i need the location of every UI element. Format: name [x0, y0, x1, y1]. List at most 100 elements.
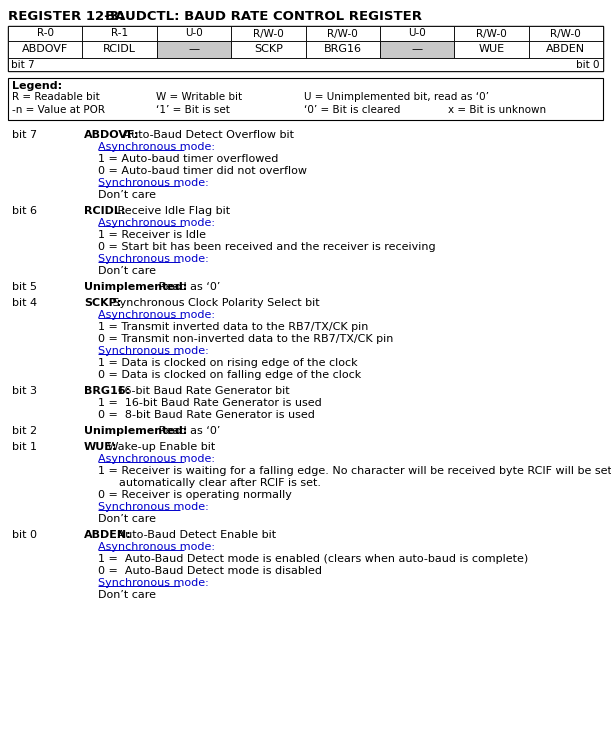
Text: bit 0: bit 0 — [12, 530, 37, 540]
Text: Synchronous mode:: Synchronous mode: — [98, 346, 209, 356]
Text: 1 = Receiver is Idle: 1 = Receiver is Idle — [98, 230, 206, 240]
Bar — [8, 58, 603, 71]
Text: Asynchronous mode:: Asynchronous mode: — [98, 142, 215, 152]
Text: Asynchronous mode:: Asynchronous mode: — [98, 218, 215, 228]
Text: Asynchronous mode:: Asynchronous mode: — [98, 542, 215, 552]
Bar — [306, 26, 380, 41]
Text: SCKP: SCKP — [254, 44, 283, 55]
Text: Receive Idle Flag bit: Receive Idle Flag bit — [114, 206, 230, 216]
Text: Synchronous mode:: Synchronous mode: — [98, 502, 209, 512]
Text: Don’t care: Don’t care — [98, 514, 156, 524]
Text: Synchronous mode:: Synchronous mode: — [98, 254, 209, 264]
Text: ‘0’ = Bit is cleared: ‘0’ = Bit is cleared — [304, 105, 400, 115]
Bar — [8, 26, 82, 41]
Text: bit 1: bit 1 — [12, 442, 37, 452]
Bar — [454, 41, 529, 58]
Text: 0 =  8-bit Baud Rate Generator is used: 0 = 8-bit Baud Rate Generator is used — [98, 410, 315, 420]
Bar — [8, 78, 603, 120]
Text: Auto-Baud Detect Enable bit: Auto-Baud Detect Enable bit — [114, 530, 277, 540]
Text: WUE:: WUE: — [84, 442, 117, 452]
Bar — [8, 41, 82, 58]
Text: ABDOVF: ABDOVF — [22, 44, 68, 55]
Text: Don’t care: Don’t care — [98, 266, 156, 276]
Text: 0 = Auto-baud timer did not overflow: 0 = Auto-baud timer did not overflow — [98, 166, 307, 176]
Text: ABDEN:: ABDEN: — [84, 530, 131, 540]
Text: SCKP:: SCKP: — [84, 298, 121, 308]
Text: ‘1’ = Bit is set: ‘1’ = Bit is set — [156, 105, 230, 115]
Text: bit 6: bit 6 — [12, 206, 37, 216]
Bar — [82, 41, 157, 58]
Text: ABDOVF:: ABDOVF: — [84, 130, 139, 140]
Text: 0 = Start bit has been received and the receiver is receiving: 0 = Start bit has been received and the … — [98, 242, 436, 252]
Bar — [454, 26, 529, 41]
Text: 0 = Transmit non-inverted data to the RB7/TX/CK pin: 0 = Transmit non-inverted data to the RB… — [98, 334, 393, 344]
Text: R/W-0: R/W-0 — [551, 29, 581, 38]
Bar — [529, 41, 603, 58]
Text: bit 0: bit 0 — [577, 59, 600, 70]
Text: bit 3: bit 3 — [12, 386, 37, 396]
Text: Asynchronous mode:: Asynchronous mode: — [98, 310, 215, 320]
Text: automatically clear after RCIF is set.: automatically clear after RCIF is set. — [98, 478, 321, 488]
Text: U-0: U-0 — [185, 29, 203, 38]
Text: W = Writable bit: W = Writable bit — [156, 92, 242, 102]
Text: REGISTER 12-3:: REGISTER 12-3: — [8, 10, 125, 23]
Text: 0 = Data is clocked on falling edge of the clock: 0 = Data is clocked on falling edge of t… — [98, 370, 361, 380]
Text: -n = Value at POR: -n = Value at POR — [12, 105, 105, 115]
Text: Synchronous mode:: Synchronous mode: — [98, 178, 209, 188]
Text: bit 5: bit 5 — [12, 282, 37, 292]
Bar — [380, 41, 454, 58]
Text: Auto-Baud Detect Overflow bit: Auto-Baud Detect Overflow bit — [120, 130, 293, 140]
Text: bit 2: bit 2 — [12, 426, 37, 436]
Text: 16-bit Baud Rate Generator bit: 16-bit Baud Rate Generator bit — [114, 386, 290, 396]
Text: x = Bit is unknown: x = Bit is unknown — [448, 105, 546, 115]
Text: Unimplemented:: Unimplemented: — [84, 282, 187, 292]
Bar — [380, 26, 454, 41]
Text: WUE: WUE — [478, 44, 505, 55]
Text: Don’t care: Don’t care — [98, 190, 156, 200]
Text: RCIDL:: RCIDL: — [84, 206, 125, 216]
Text: 1 = Data is clocked on rising edge of the clock: 1 = Data is clocked on rising edge of th… — [98, 358, 357, 368]
Text: Wake-up Enable bit: Wake-up Enable bit — [104, 442, 216, 452]
Text: Synchronous Clock Polarity Select bit: Synchronous Clock Polarity Select bit — [109, 298, 320, 308]
Text: Unimplemented:: Unimplemented: — [84, 426, 187, 436]
Text: Read as ‘0’: Read as ‘0’ — [155, 426, 221, 436]
Text: BRG16:: BRG16: — [84, 386, 130, 396]
Text: Don’t care: Don’t care — [98, 590, 156, 600]
Text: 1 =  16-bit Baud Rate Generator is used: 1 = 16-bit Baud Rate Generator is used — [98, 398, 322, 408]
Bar — [529, 26, 603, 41]
Text: 0 =  Auto-Baud Detect mode is disabled: 0 = Auto-Baud Detect mode is disabled — [98, 566, 322, 576]
Text: R/W-0: R/W-0 — [476, 29, 507, 38]
Text: bit 7: bit 7 — [12, 130, 37, 140]
Bar — [157, 26, 231, 41]
Bar — [231, 26, 306, 41]
Text: 1 = Transmit inverted data to the RB7/TX/CK pin: 1 = Transmit inverted data to the RB7/TX… — [98, 322, 368, 332]
Text: RCIDL: RCIDL — [103, 44, 136, 55]
Text: R/W-0: R/W-0 — [327, 29, 358, 38]
Bar — [8, 26, 603, 71]
Text: ABDEN: ABDEN — [546, 44, 585, 55]
Text: R-0: R-0 — [37, 29, 54, 38]
Text: R/W-0: R/W-0 — [253, 29, 284, 38]
Text: R-1: R-1 — [111, 29, 128, 38]
Text: 0 = Receiver is operating normally: 0 = Receiver is operating normally — [98, 490, 292, 500]
Text: —: — — [411, 44, 423, 55]
Text: Read as ‘0’: Read as ‘0’ — [155, 282, 221, 292]
Text: U = Unimplemented bit, read as ‘0’: U = Unimplemented bit, read as ‘0’ — [304, 92, 489, 102]
Text: bit 4: bit 4 — [12, 298, 37, 308]
Text: Legend:: Legend: — [12, 81, 62, 91]
Text: R = Readable bit: R = Readable bit — [12, 92, 100, 102]
Bar — [306, 41, 380, 58]
Bar — [82, 26, 157, 41]
Text: 1 = Receiver is waiting for a falling edge. No character will be received byte R: 1 = Receiver is waiting for a falling ed… — [98, 466, 611, 476]
Text: U-0: U-0 — [408, 29, 426, 38]
Text: 1 =  Auto-Baud Detect mode is enabled (clears when auto-baud is complete): 1 = Auto-Baud Detect mode is enabled (cl… — [98, 554, 529, 564]
Bar — [157, 41, 231, 58]
Text: 1 = Auto-baud timer overflowed: 1 = Auto-baud timer overflowed — [98, 154, 279, 164]
Text: —: — — [188, 44, 200, 55]
Text: Asynchronous mode:: Asynchronous mode: — [98, 454, 215, 464]
Text: Synchronous mode:: Synchronous mode: — [98, 578, 209, 588]
Text: BRG16: BRG16 — [324, 44, 362, 55]
Text: BAUDCTL: BAUD RATE CONTROL REGISTER: BAUDCTL: BAUD RATE CONTROL REGISTER — [105, 10, 422, 23]
Text: bit 7: bit 7 — [11, 59, 35, 70]
Bar — [231, 41, 306, 58]
